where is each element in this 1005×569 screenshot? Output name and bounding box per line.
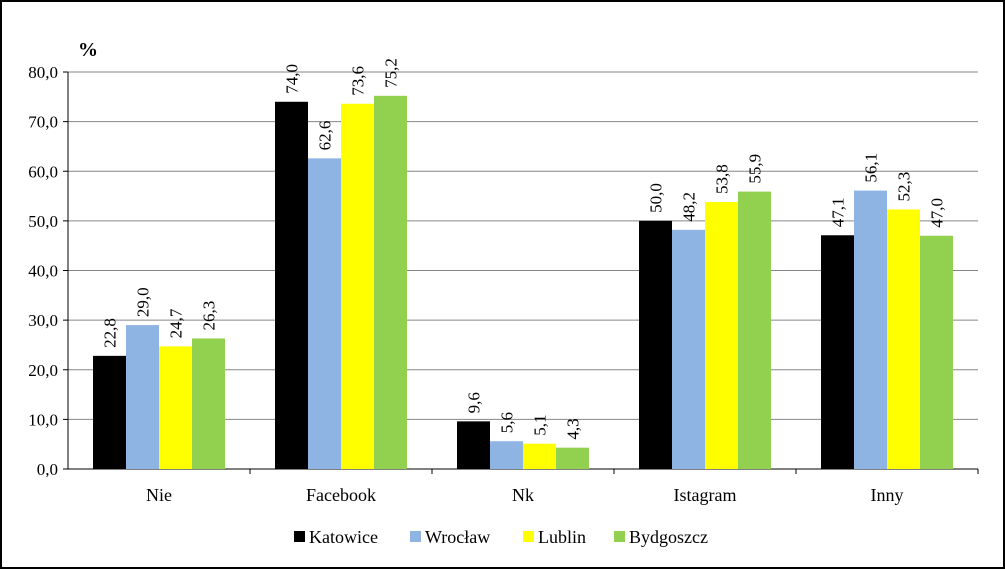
bar xyxy=(159,346,192,469)
data-label: 48,2 xyxy=(680,192,699,222)
y-tick-label: 50,0 xyxy=(28,212,58,231)
data-label: 26,3 xyxy=(200,301,219,331)
data-labels: 22,8 29,0 24,7 26,3 74,0 62,6 73,6 75,2 9,6 5,6 5,… xyxy=(101,58,947,440)
legend-swatch xyxy=(523,531,534,542)
data-label: 24,7 xyxy=(167,308,186,338)
x-category-label: Facebook xyxy=(306,485,376,505)
bar xyxy=(920,235,953,469)
bar xyxy=(639,220,672,469)
bar xyxy=(854,190,887,469)
bar xyxy=(308,158,341,469)
legend-swatch xyxy=(410,531,421,542)
data-label: 5,1 xyxy=(531,414,550,435)
legend-label: Wrocław xyxy=(425,527,490,547)
x-category-label: Nk xyxy=(512,485,534,505)
y-tick-label: 40,0 xyxy=(28,262,58,281)
bar xyxy=(672,229,705,469)
data-label: 62,6 xyxy=(316,121,335,151)
bars xyxy=(93,95,953,470)
legend-label: Bydgoszcz xyxy=(629,527,708,547)
y-tick-label: 70,0 xyxy=(28,113,58,132)
data-label: 52,3 xyxy=(895,172,914,202)
bar xyxy=(374,95,407,469)
data-label: 4,3 xyxy=(564,418,583,439)
bar xyxy=(738,191,771,469)
bar xyxy=(192,338,225,469)
bar xyxy=(93,355,126,469)
bar xyxy=(705,202,738,469)
data-label: 75,2 xyxy=(382,58,401,88)
bar xyxy=(556,447,589,469)
data-label: 56,1 xyxy=(862,153,881,183)
x-category-label: Istagram xyxy=(674,485,737,505)
data-label: 74,0 xyxy=(283,64,302,94)
data-label: 47,0 xyxy=(928,198,947,228)
y-tick-label: 60,0 xyxy=(28,162,58,181)
bar xyxy=(341,103,374,469)
legend-swatch xyxy=(614,531,625,542)
bar xyxy=(126,325,159,469)
data-label: 9,6 xyxy=(465,392,484,413)
y-tick-label: 10,0 xyxy=(28,410,58,429)
x-category-label: Nie xyxy=(146,485,172,505)
y-tick-label: 30,0 xyxy=(28,311,58,330)
data-label: 53,8 xyxy=(713,164,732,194)
data-label: 47,1 xyxy=(829,198,848,228)
y-tick-label: 0,0 xyxy=(37,460,58,479)
data-label: 29,0 xyxy=(134,287,153,317)
bar xyxy=(490,441,523,469)
data-label: 55,9 xyxy=(746,154,765,184)
legend-label: Katowice xyxy=(309,527,378,547)
data-label: 5,6 xyxy=(498,412,517,433)
data-label: 73,6 xyxy=(349,66,368,96)
bar xyxy=(275,101,308,470)
bar xyxy=(821,235,854,469)
y-tick-label: 20,0 xyxy=(28,361,58,380)
data-label: 50,0 xyxy=(647,183,666,213)
legend-label: Lublin xyxy=(538,527,586,547)
legend: Katowice Wrocław Lublin Bydgoszcz xyxy=(294,527,708,547)
y-tick-label: 80,0 xyxy=(28,63,58,82)
x-category-label: Inny xyxy=(871,485,904,505)
data-label: 22,8 xyxy=(101,318,120,348)
bar xyxy=(457,421,490,469)
bar xyxy=(523,443,556,469)
bar xyxy=(887,209,920,469)
y-unit-label: % xyxy=(78,39,98,61)
legend-swatch xyxy=(294,531,305,542)
